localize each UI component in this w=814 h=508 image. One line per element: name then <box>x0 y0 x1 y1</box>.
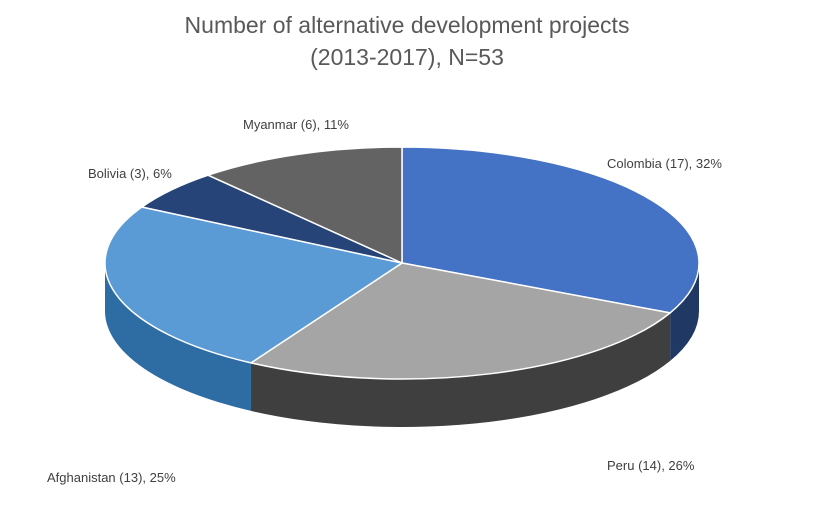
pie-slice-peru <box>250 262 671 380</box>
pie-slice-myanmar <box>207 146 403 264</box>
pie-side-peru <box>250 312 671 427</box>
pie-side-afghanistan <box>105 263 251 411</box>
pie-tops <box>104 146 700 380</box>
data-label-peru: Peru (14), 26% <box>607 458 695 473</box>
data-label-afghanistan: Afghanistan (13), 25% <box>47 470 176 485</box>
chart-title-line-2: (2013-2017), N=53 <box>310 44 504 70</box>
pie-side-colombia <box>670 263 700 361</box>
data-label-colombia: Colombia (17), 32% <box>607 156 722 171</box>
pie-sides <box>105 263 700 427</box>
data-label-bolivia: Bolivia (3), 6% <box>88 166 172 181</box>
chart-title-line-1: Number of alternative development projec… <box>184 12 630 38</box>
pie-labels: Colombia (17), 32% Peru (14), 26% Afghanis… <box>47 117 722 485</box>
pie-slice-colombia <box>401 146 700 314</box>
pie-slice-afghanistan <box>104 206 403 364</box>
data-label-myanmar: Myanmar (6), 11% <box>243 117 349 132</box>
